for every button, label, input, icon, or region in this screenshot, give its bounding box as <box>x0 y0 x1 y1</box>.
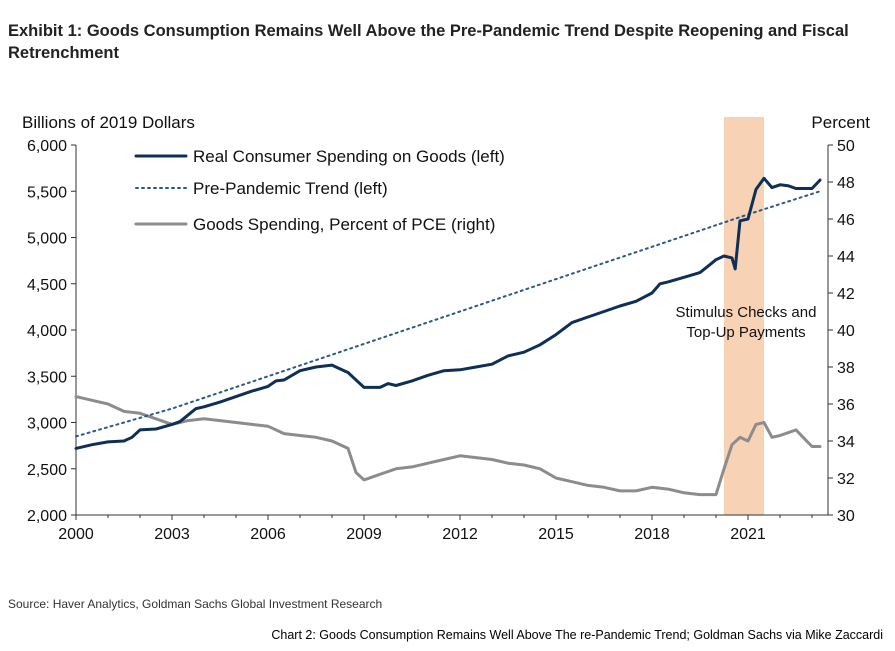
left-tick-label: 5,500 <box>27 184 67 201</box>
right-tick-label: 50 <box>837 138 855 155</box>
x-tick-label: 2006 <box>250 526 286 543</box>
right-tick-label: 36 <box>837 397 855 414</box>
left-tick-label: 2,500 <box>27 462 67 479</box>
x-tick-label: 2012 <box>442 526 478 543</box>
annotation-line-1: Stimulus Checks and <box>676 304 817 321</box>
annotation-line-2: Top-Up Payments <box>686 324 805 341</box>
left-tick-label: 2,000 <box>27 508 67 525</box>
legend-label-2: Goods Spending, Percent of PCE (right) <box>193 215 495 234</box>
image-caption: Chart 2: Goods Consumption Remains Well … <box>271 628 883 642</box>
series-lines <box>74 176 822 497</box>
right-tick-label: 48 <box>837 175 855 192</box>
left-axis-title: Billions of 2019 Dollars <box>22 113 195 132</box>
left-tick-label: 3,500 <box>27 369 67 386</box>
x-tick-label: 2003 <box>154 526 190 543</box>
left-tick-label: 4,000 <box>27 323 67 340</box>
right-tick-label: 32 <box>837 471 855 488</box>
right-tick-label: 30 <box>837 508 855 525</box>
right-tick-label: 34 <box>837 434 855 451</box>
x-tick-label: 2009 <box>346 526 382 543</box>
right-tick-label: 42 <box>837 286 855 303</box>
series-line-1 <box>75 190 821 438</box>
series-line-2 <box>74 395 822 497</box>
right-tick-label: 46 <box>837 212 855 229</box>
right-axis-title: Percent <box>811 113 870 132</box>
x-tick-label: 2018 <box>634 526 670 543</box>
left-tick-label: 3,000 <box>27 416 67 433</box>
legend: Real Consumer Spending on Goods (left) Pr… <box>134 147 505 234</box>
chart-title: Exhibit 1: Goods Consumption Remains Wel… <box>8 22 849 62</box>
annotation: Stimulus Checks and Top-Up Payments <box>676 304 817 341</box>
right-tick-label: 44 <box>837 249 855 266</box>
axes: 2,000 2,500 3,000 3,500 4,000 4,500 5,000 5,500… <box>22 113 870 543</box>
right-tick-label: 38 <box>837 360 855 377</box>
legend-label-0: Real Consumer Spending on Goods (left) <box>193 147 505 166</box>
right-tick-label: 40 <box>837 323 855 340</box>
x-tick-label: 2000 <box>58 526 94 543</box>
legend-label-1: Pre-Pandemic Trend (left) <box>193 179 388 198</box>
left-tick-label: 6,000 <box>27 138 67 155</box>
chart-svg: 2,000 2,500 3,000 3,500 4,000 4,500 5,000 5,500… <box>22 113 870 543</box>
left-tick-label: 5,000 <box>27 231 67 248</box>
x-tick-label: 2015 <box>538 526 574 543</box>
left-tick-label: 4,500 <box>27 277 67 294</box>
series-line-0 <box>74 176 822 450</box>
source-note: Source: Haver Analytics, Goldman Sachs G… <box>8 597 383 611</box>
x-tick-label: 2021 <box>730 526 766 543</box>
